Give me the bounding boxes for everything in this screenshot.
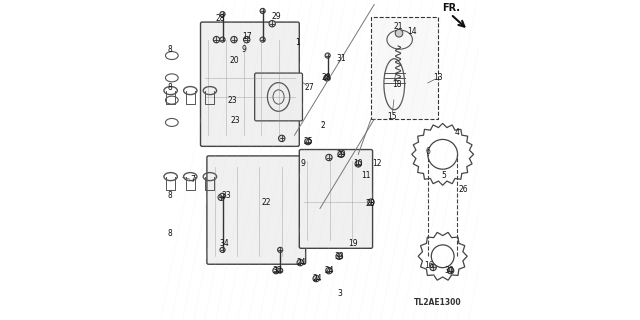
Circle shape [278,135,285,141]
Circle shape [430,264,436,271]
Circle shape [326,268,332,274]
Text: 10: 10 [353,159,362,168]
Circle shape [278,268,283,273]
Text: 28: 28 [365,199,375,208]
Text: 20: 20 [230,56,239,65]
Text: 7: 7 [190,175,195,184]
Circle shape [231,36,237,43]
Text: 17: 17 [242,32,252,41]
Text: 26: 26 [459,185,468,194]
Circle shape [260,8,265,13]
Circle shape [326,154,332,161]
FancyBboxPatch shape [207,156,306,264]
Circle shape [297,260,303,266]
Text: 12: 12 [372,159,382,168]
Text: 4: 4 [454,127,460,137]
Text: 21: 21 [394,22,403,31]
Text: 33: 33 [221,191,231,200]
Text: 25: 25 [303,137,313,146]
Text: 32: 32 [273,266,282,275]
Text: 34: 34 [220,239,229,248]
FancyBboxPatch shape [300,149,372,248]
Circle shape [313,276,319,282]
Text: 23: 23 [230,116,240,125]
Circle shape [336,253,342,260]
Circle shape [305,138,311,145]
Text: 13: 13 [433,73,443,82]
Text: 28: 28 [322,73,331,82]
Text: 1: 1 [295,38,300,47]
Circle shape [355,161,362,167]
Circle shape [220,12,225,17]
Circle shape [220,37,225,42]
Circle shape [325,53,330,58]
Text: 27: 27 [305,83,314,92]
Text: 28: 28 [216,14,225,23]
Circle shape [220,193,225,198]
Circle shape [368,199,374,205]
Text: TL2AE1300: TL2AE1300 [414,298,461,307]
Text: FR.: FR. [442,3,460,12]
FancyBboxPatch shape [200,22,300,146]
Bar [371,17,438,119]
Text: 5: 5 [442,171,447,180]
Circle shape [325,75,330,80]
Text: 24: 24 [324,266,334,275]
Text: 29: 29 [336,150,346,159]
Text: 23: 23 [228,96,237,105]
Text: 9: 9 [301,159,306,168]
Text: 29: 29 [271,12,281,21]
Text: 8: 8 [168,191,173,200]
Circle shape [395,29,403,37]
Text: 9: 9 [241,45,246,54]
Circle shape [324,75,330,81]
Text: 6: 6 [426,147,431,156]
Text: 24: 24 [296,258,306,267]
Text: 30: 30 [444,266,454,275]
Text: 3: 3 [337,289,342,298]
Circle shape [244,36,250,43]
Text: 33: 33 [334,252,344,261]
Text: 19: 19 [348,239,358,248]
Text: 14: 14 [407,27,417,36]
Text: 18: 18 [392,80,401,89]
Circle shape [260,37,265,42]
Circle shape [278,247,283,252]
Text: 8: 8 [168,45,173,54]
Circle shape [338,151,344,157]
Text: 16: 16 [424,261,434,270]
Circle shape [447,268,454,274]
Circle shape [213,36,220,43]
Circle shape [218,194,225,201]
FancyBboxPatch shape [255,73,303,121]
Circle shape [220,247,225,252]
Text: 31: 31 [337,54,346,63]
Circle shape [269,20,275,27]
Text: 15: 15 [387,112,397,121]
Text: 8: 8 [168,229,173,238]
Text: 24: 24 [312,274,322,283]
Circle shape [273,268,279,274]
Text: 11: 11 [361,171,371,180]
Text: 8: 8 [168,83,173,92]
Text: 22: 22 [261,198,271,207]
Text: 2: 2 [320,121,325,130]
